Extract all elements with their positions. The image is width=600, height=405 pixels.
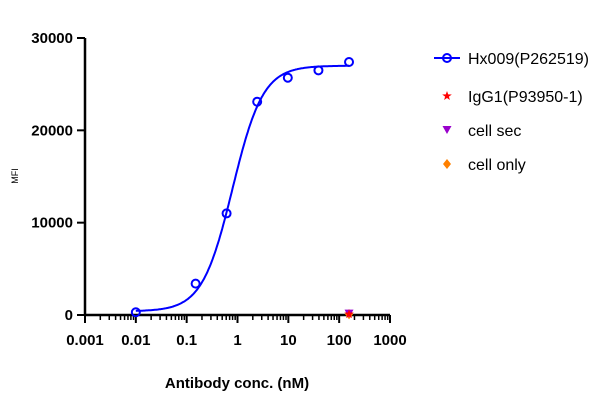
legend-label: Hx009(P262519) [468, 51, 589, 68]
x-tick-label: 1 [233, 332, 241, 349]
legend-marker-icon [443, 159, 451, 169]
x-axis-label: Antibody conc. (nM) [165, 375, 309, 392]
x-tick-label: 0.001 [66, 332, 104, 349]
fit-curve [135, 64, 349, 312]
legend-label: cell only [468, 157, 526, 174]
y-tick-label: 0 [65, 307, 73, 324]
y-tick-label: 20000 [31, 122, 73, 139]
y-tick-label: 30000 [31, 30, 73, 47]
legend-marker-icon [442, 126, 452, 134]
data-point-hx009-p262519- [282, 72, 293, 83]
legend-label: IgG1(P93950-1) [468, 89, 583, 106]
x-tick-label: 0.1 [176, 332, 197, 349]
data-point-hx009-p262519- [190, 278, 201, 289]
y-axis-label: MFI [10, 168, 20, 184]
data-point-hx009-p262519- [313, 65, 324, 76]
x-tick-label: 10 [280, 332, 297, 349]
data-point-hx009-p262519- [130, 307, 141, 318]
x-tick-label: 100 [327, 332, 352, 349]
data-point-hx009-p262519- [221, 208, 232, 219]
x-tick-label: 1000 [373, 332, 406, 349]
legend-marker-icon [442, 91, 452, 100]
legend-label: cell sec [468, 123, 521, 140]
data-point-hx009-p262519- [252, 96, 263, 107]
data-point-igg1-p93950-1- [344, 309, 354, 319]
data-point-hx009-p262519- [344, 57, 355, 68]
x-tick-label: 0.01 [121, 332, 150, 349]
legend-marker-icon [442, 53, 452, 63]
y-tick-label: 10000 [31, 215, 73, 232]
